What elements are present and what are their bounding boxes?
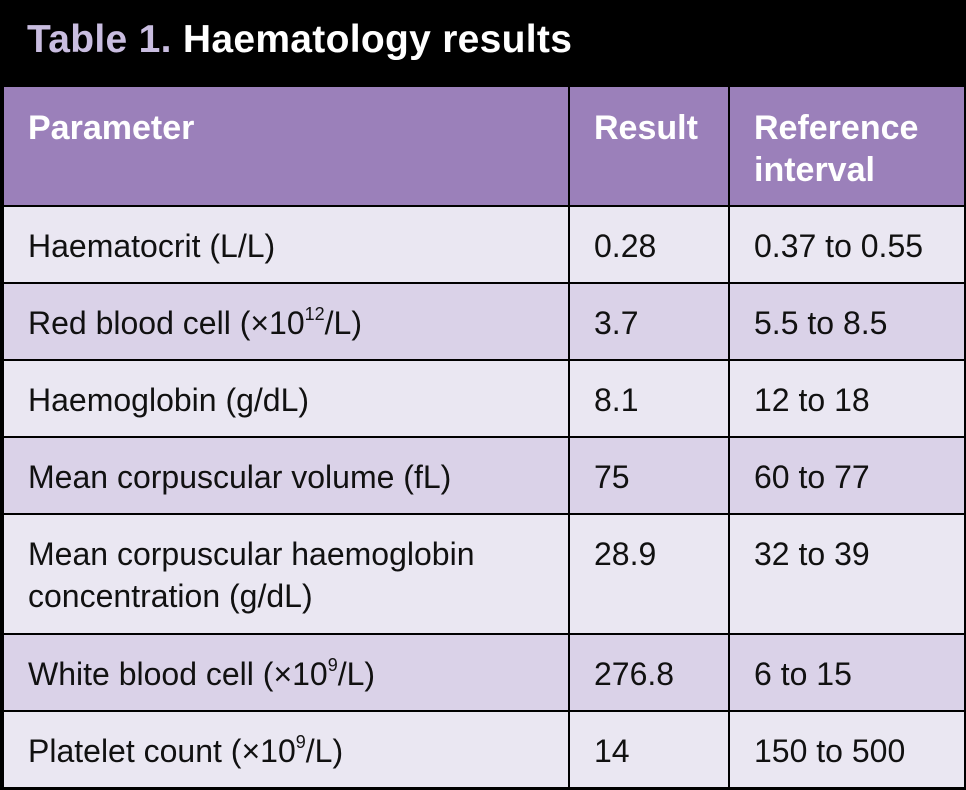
cell-reference: 150 to 500 — [728, 710, 966, 789]
table-row: Haemoglobin (g/dL) 8.1 12 to 18 — [2, 359, 966, 438]
parameter-exponent: 9 — [295, 732, 306, 753]
cell-reference: 5.5 to 8.5 — [728, 282, 966, 361]
cell-parameter: White blood cell (×109/L) — [2, 633, 570, 712]
parameter-text: Red blood cell (×10 — [28, 305, 305, 341]
table-row: Red blood cell (×1012/L) 3.7 5.5 to 8.5 — [2, 282, 966, 361]
cell-reference: 6 to 15 — [728, 633, 966, 712]
header-result: Result — [568, 85, 730, 207]
cell-result: 75 — [568, 436, 730, 515]
parameter-text: Platelet count (×10 — [28, 733, 296, 769]
parameter-text: White blood cell (×10 — [28, 656, 328, 692]
cell-result: 3.7 — [568, 282, 730, 361]
parameter-unit: /L) — [305, 733, 344, 769]
parameter-line-1: Mean corpuscular haemoglobin — [28, 536, 475, 572]
cell-parameter: Mean corpuscular volume (fL) — [2, 436, 570, 515]
cell-result: 14 — [568, 710, 730, 789]
cell-result: 276.8 — [568, 633, 730, 712]
table-number: Table 1. — [27, 18, 172, 61]
table-row: Platelet count (×109/L) 14 150 to 500 — [2, 710, 966, 789]
header-row: Parameter Result Reference interval — [2, 85, 966, 207]
table-row: Mean corpuscular haemoglobin concentratio… — [2, 513, 966, 635]
cell-reference: 0.37 to 0.55 — [728, 205, 966, 284]
cell-result: 28.9 — [568, 513, 730, 635]
cell-reference: 12 to 18 — [728, 359, 966, 438]
cell-result: 8.1 — [568, 359, 730, 438]
header-parameter: Parameter — [2, 85, 570, 207]
table-row: Haematocrit (L/L) 0.28 0.37 to 0.55 — [2, 205, 966, 284]
title-bar: Table 1. Haematology results — [0, 0, 966, 84]
parameter-unit: /L) — [337, 656, 376, 692]
parameter-exponent: 12 — [304, 304, 325, 325]
parameter-exponent: 9 — [327, 655, 338, 676]
cell-parameter: Platelet count (×109/L) — [2, 710, 570, 789]
cell-parameter: Haematocrit (L/L) — [2, 205, 570, 284]
haematology-table: Parameter Result Reference interval Haem… — [2, 85, 966, 789]
parameter-line-2: concentration (g/dL) — [28, 578, 313, 614]
table-row: White blood cell (×109/L) 276.8 6 to 15 — [2, 633, 966, 712]
cell-result: 0.28 — [568, 205, 730, 284]
cell-reference: 32 to 39 — [728, 513, 966, 635]
header-reference-interval: Reference interval — [728, 85, 966, 207]
parameter-unit: /L) — [324, 305, 362, 341]
cell-parameter: Red blood cell (×1012/L) — [2, 282, 570, 361]
table-row: Mean corpuscular volume (fL) 75 60 to 77 — [2, 436, 966, 515]
cell-parameter: Haemoglobin (g/dL) — [2, 359, 570, 438]
table-caption: Haematology results — [182, 18, 573, 61]
table-title: Table 1. Haematology results — [27, 18, 572, 62]
cell-parameter: Mean corpuscular haemoglobin concentratio… — [2, 513, 570, 635]
cell-reference: 60 to 77 — [728, 436, 966, 515]
